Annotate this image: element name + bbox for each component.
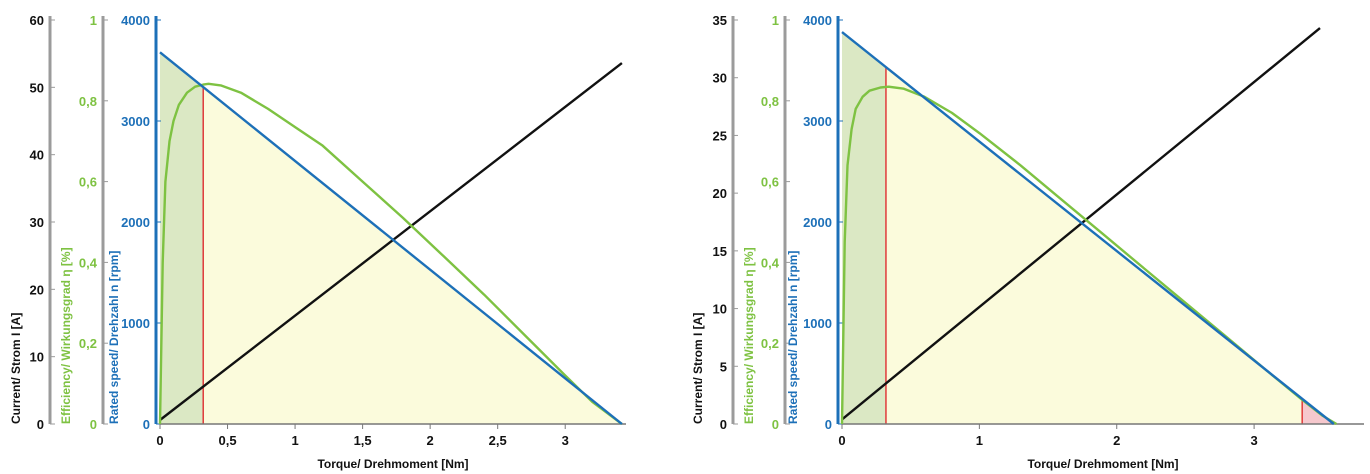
efficiency-tick-label: 0,8 [79,94,97,109]
speed-tick-label: 2000 [803,215,832,230]
current-tick-label: 50 [30,80,44,95]
current-tick-label: 35 [713,13,727,28]
efficiency-series-line [158,82,623,425]
speed-tick-label: 1000 [803,316,832,331]
speed-axis-title: Rated speed/ Drehzahl n [rpm] [107,251,121,424]
efficiency-tick-label: 1 [90,13,97,28]
current-tick-label: 20 [30,282,44,297]
current-axis-title: Current/ Strom I [A] [9,313,23,424]
operating-region-fill [885,67,1303,424]
speed-series-line [841,31,1335,425]
efficiency-tick-label: 0,4 [79,255,98,270]
x-tick-label: 0 [838,433,845,448]
current-tick-label: 30 [30,215,44,230]
current-tick-label: 0 [720,417,727,432]
x-tick-label: 1,5 [354,433,372,448]
x-tick-label: 1 [976,433,983,448]
current-tick-label: 10 [30,350,44,365]
current-tick-label: 0 [37,417,44,432]
speed-tick-label: 0 [143,417,150,432]
x-tick-label: 3 [562,433,569,448]
efficiency-axis-title: Efficiency/ Wirkungsgrad η [%] [742,247,756,424]
current-tick-label: 10 [713,302,727,317]
current-tick-label: 20 [713,186,727,201]
x-tick-label: 2 [1113,433,1120,448]
current-series-line [159,62,623,421]
efficiency-tick-label: 0 [90,417,97,432]
efficiency-tick-label: 0,2 [761,336,779,351]
x-tick-label: 2,5 [489,433,507,448]
efficiency-tick-label: 0,4 [761,255,780,270]
speed-axis-title: Rated speed/ Drehzahl n [rpm] [786,251,800,424]
x-tick-label: 0,5 [218,433,236,448]
x-axis-title: Torque/ Drehmoment [Nm] [317,457,468,471]
current-tick-label: 40 [30,148,44,163]
x-axis-title: Torque/ Drehmoment [Nm] [1027,457,1178,471]
efficiency-tick-label: 0,8 [761,94,779,109]
speed-tick-label: 2000 [121,215,150,230]
efficiency-tick-label: 0 [772,417,779,432]
starting-region-fill [160,52,204,424]
speed-tick-label: 3000 [803,114,832,129]
efficiency-tick-label: 0,6 [761,175,779,190]
speed-tick-label: 4000 [121,13,150,28]
current-tick-label: 60 [30,13,44,28]
current-tick-label: 15 [713,244,727,259]
x-tick-label: 3 [1250,433,1257,448]
current-tick-label: 25 [713,128,727,143]
efficiency-tick-label: 1 [772,13,779,28]
current-tick-label: 5 [720,359,727,374]
speed-tick-label: 3000 [121,114,150,129]
x-tick-label: 2 [427,433,434,448]
speed-tick-label: 1000 [121,316,150,331]
speed-tick-label: 4000 [803,13,832,28]
x-tick-label: 0 [156,433,163,448]
current-tick-label: 30 [713,71,727,86]
x-tick-label: 1 [291,433,298,448]
current-axis-title: Current/ Strom I [A] [691,313,705,424]
efficiency-axis-title: Efficiency/ Wirkungsgrad η [%] [59,247,73,424]
speed-series-line [159,51,623,425]
efficiency-tick-label: 0,2 [79,336,97,351]
starting-region-fill [842,32,886,425]
speed-tick-label: 0 [825,417,832,432]
efficiency-tick-label: 0,6 [79,175,97,190]
